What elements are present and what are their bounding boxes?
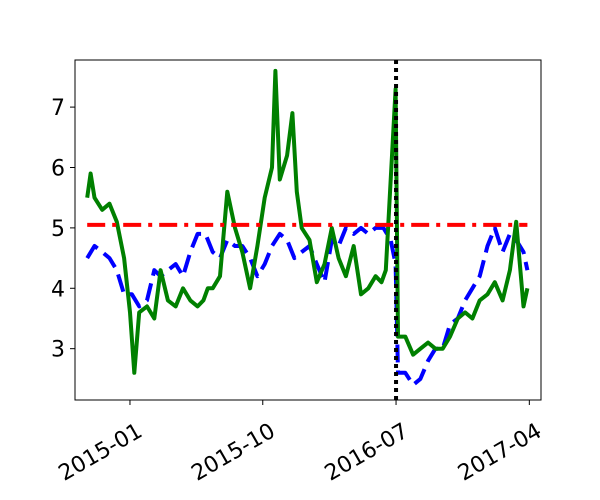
y-tick-label: 4 <box>51 277 65 302</box>
y-axis: 3 4 5 6 7 <box>51 96 75 363</box>
series-line-1 <box>85 68 530 375</box>
y-tick-label: 3 <box>51 338 65 363</box>
plot-frame <box>74 59 542 401</box>
y-tick-label: 6 <box>51 156 65 181</box>
series-layer <box>85 68 530 387</box>
y-tick-label: 5 <box>51 217 65 242</box>
y-tick-label: 7 <box>51 96 65 121</box>
